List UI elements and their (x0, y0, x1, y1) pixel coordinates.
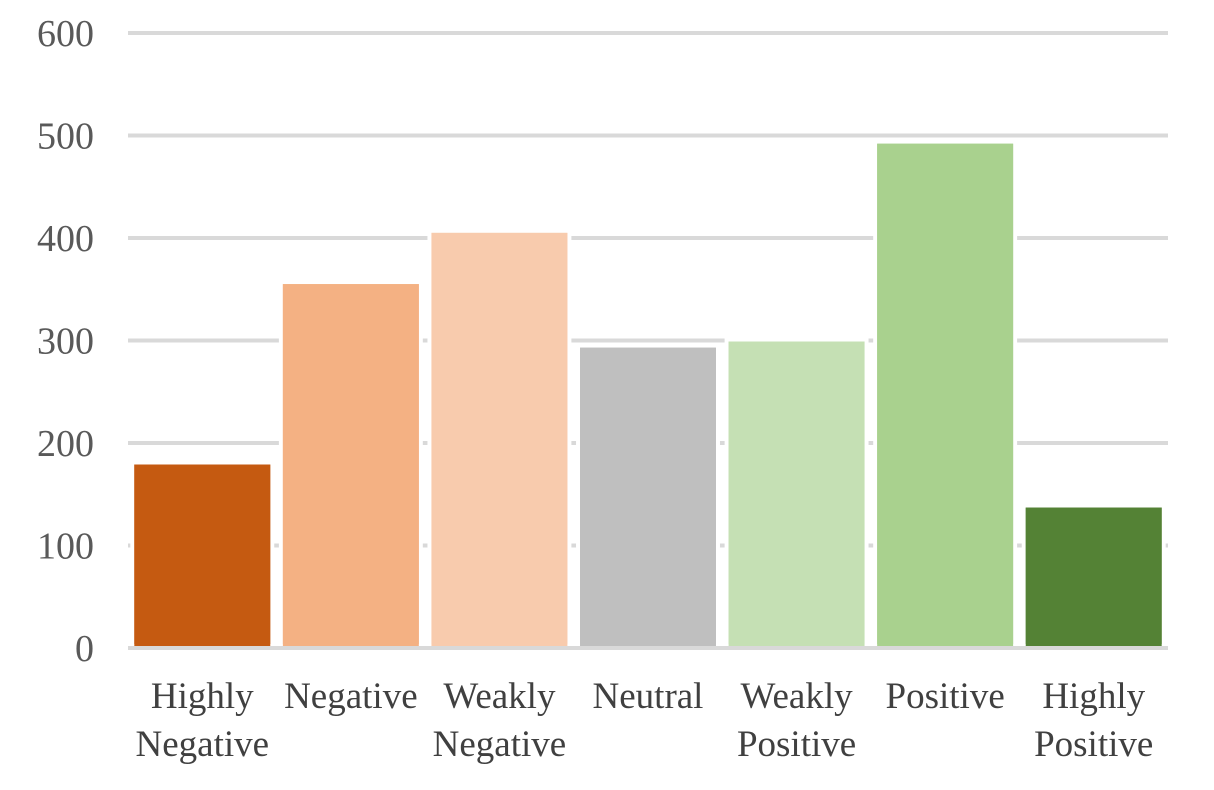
x-axis-category-labels: Highly Negative Negative Weakly Negative Neut… (136, 676, 1154, 765)
x-category-label: Neutral (593, 676, 704, 717)
bar-fill (282, 284, 419, 644)
x-category-label-line: Weakly (741, 676, 854, 717)
x-category-label: Highly Positive (1034, 676, 1153, 765)
bars (130, 139, 1166, 653)
x-category-label-line: Negative (136, 724, 270, 765)
bar-fill (1025, 507, 1162, 644)
x-category-label-line: Negative (284, 676, 418, 717)
bar-fill (431, 232, 568, 644)
bar-fill (580, 347, 716, 644)
y-tick-label: 100 (37, 526, 94, 568)
y-tick-label: 0 (75, 628, 94, 670)
x-category-label: Weakly Negative (433, 676, 567, 765)
y-tick-label: 600 (37, 13, 94, 55)
bar-fill (134, 464, 271, 644)
x-category-label: Negative (284, 676, 418, 717)
x-category-label-line: Highly (151, 676, 254, 717)
x-category-label-line: Negative (433, 724, 567, 765)
x-category-label-line: Positive (886, 676, 1005, 717)
y-tick-label: 300 (37, 321, 94, 363)
x-category-label: Positive (886, 676, 1005, 717)
y-tick-label: 400 (37, 218, 94, 260)
x-category-label-line: Positive (737, 724, 856, 765)
y-axis-tick-labels: 0 100 200 300 400 500 600 (37, 13, 94, 670)
y-tick-label: 200 (37, 423, 94, 465)
x-category-label-line: Positive (1034, 724, 1153, 765)
x-category-label-line: Weakly (443, 676, 556, 717)
x-category-label: Weakly Positive (737, 676, 856, 765)
x-category-label-line: Highly (1042, 676, 1145, 717)
y-tick-label: 500 (37, 116, 94, 158)
x-category-label-line: Neutral (593, 676, 704, 717)
bar-fill (728, 341, 865, 644)
bar-fill (877, 143, 1014, 644)
x-category-label: Highly Negative (136, 676, 270, 765)
